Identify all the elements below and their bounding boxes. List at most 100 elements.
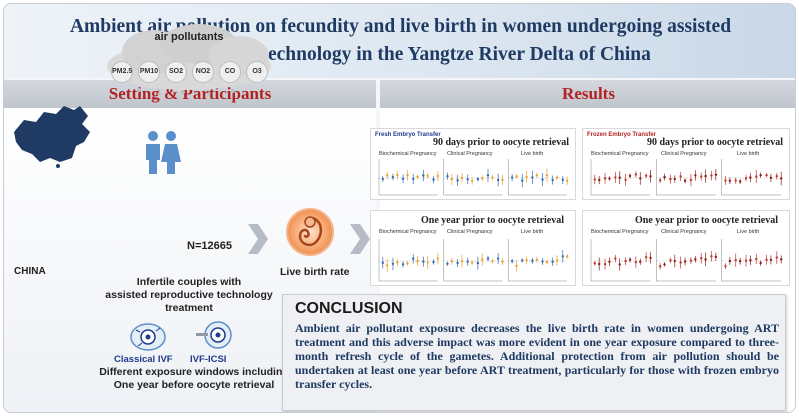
country-label: CHINA (14, 266, 46, 277)
china-map-icon (14, 106, 90, 168)
estimate-point (521, 259, 524, 262)
estimate-point (436, 257, 440, 260)
estimate-point (460, 176, 464, 180)
estimate-point (624, 178, 627, 182)
estimate-point (525, 175, 528, 179)
estimate-point (663, 263, 666, 266)
estimate-point (566, 255, 569, 258)
estimate-point (450, 177, 454, 181)
estimate-point (486, 257, 490, 260)
estimate-point (426, 261, 429, 264)
estimate-point (614, 257, 617, 260)
estimate-point (396, 174, 399, 177)
estimate-point (658, 179, 662, 182)
subplot-title: Clinical Pregnancy (661, 229, 707, 235)
estimate-point (501, 260, 504, 263)
ivf-icsi-icon (196, 321, 232, 349)
estimate-point (608, 260, 611, 264)
estimate-point (432, 178, 435, 181)
window-title-90d: 90 days prior to oocyte retrieval (647, 137, 783, 148)
estimate-point (456, 179, 459, 182)
estimate-point (689, 259, 693, 262)
estimate-point (628, 258, 632, 262)
procedure-label-icsi: IVF-ICSI (190, 354, 227, 365)
estimate-point (598, 178, 601, 182)
estimate-point (769, 176, 773, 180)
estimate-point (426, 174, 429, 178)
estimate-point (531, 176, 534, 179)
pollutant-co: CO (219, 61, 241, 83)
estimate-point (416, 259, 419, 263)
estimate-point (535, 174, 538, 177)
estimate-point (700, 175, 703, 178)
estimate-point (555, 259, 559, 262)
estimate-point (391, 175, 395, 179)
estimate-point (406, 174, 409, 177)
estimate-point (775, 175, 778, 178)
subplot-title: Clinical Pregnancy (661, 151, 707, 157)
estimate-point (649, 256, 652, 260)
estimate-point (669, 177, 672, 181)
estimate-point (541, 260, 544, 263)
estimate-point (683, 179, 687, 183)
estimate-point (381, 177, 384, 181)
estimate-point (780, 177, 783, 180)
fresh-transfer-tag: Fresh Embryo Transfer (375, 132, 441, 138)
estimate-point (755, 175, 758, 178)
estimate-point (450, 260, 454, 263)
forest-plot-frozen-1y (590, 239, 783, 282)
estimate-point (551, 178, 554, 182)
estimate-point (510, 176, 514, 179)
estimate-point (618, 176, 621, 179)
estimate-point (551, 260, 554, 263)
estimate-point (381, 261, 384, 265)
estimate-point (491, 259, 494, 263)
estimate-point (466, 260, 469, 263)
estimate-point (481, 177, 484, 180)
graphical-abstract: Ambient air pollution on fecundity and l… (3, 3, 796, 413)
estimate-point (561, 255, 564, 258)
estimate-point (566, 179, 569, 183)
estimate-point (496, 178, 500, 182)
estimate-point (749, 176, 752, 179)
estimate-point (401, 263, 405, 266)
pollutant-so2: SO2 (165, 61, 187, 83)
subplot-title: Biochemical Pregnancy (591, 151, 649, 157)
sample-size: N=12665 (187, 240, 232, 252)
estimate-point (446, 262, 449, 266)
subplot-title: Clinical Pregnancy (447, 229, 493, 235)
estimate-point (728, 259, 732, 263)
window-title-1y: One year prior to oocyte retrieval (635, 215, 779, 226)
estimate-point (525, 258, 528, 262)
estimate-point (669, 259, 672, 262)
estimate-point (728, 179, 732, 182)
estimate-point (515, 175, 518, 178)
estimate-point (765, 258, 768, 262)
estimate-point (598, 262, 601, 266)
estimate-point (710, 255, 713, 258)
estimate-point (501, 178, 504, 182)
estimate-point (634, 173, 638, 176)
estimate-point (470, 261, 474, 264)
fetus-icon (286, 208, 334, 256)
estimate-point (683, 260, 687, 263)
estimate-point (466, 178, 469, 181)
estimate-point (738, 259, 742, 263)
estimate-point (694, 258, 697, 261)
estimate-point (759, 261, 762, 265)
estimate-point (738, 180, 742, 183)
estimate-point (496, 257, 500, 260)
estimate-point (456, 261, 459, 265)
estimate-point (481, 258, 484, 261)
estimate-point (510, 259, 514, 263)
estimate-point (724, 265, 727, 268)
estimate-point (545, 260, 549, 264)
section-heading-setting: Setting & Participants (4, 80, 376, 108)
estimate-point (545, 174, 549, 177)
estimate-point (416, 175, 419, 179)
estimate-point (422, 174, 425, 177)
estimate-point (734, 179, 737, 182)
estimate-point (628, 174, 632, 178)
estimate-point (744, 177, 748, 180)
estimate-point (679, 175, 682, 178)
